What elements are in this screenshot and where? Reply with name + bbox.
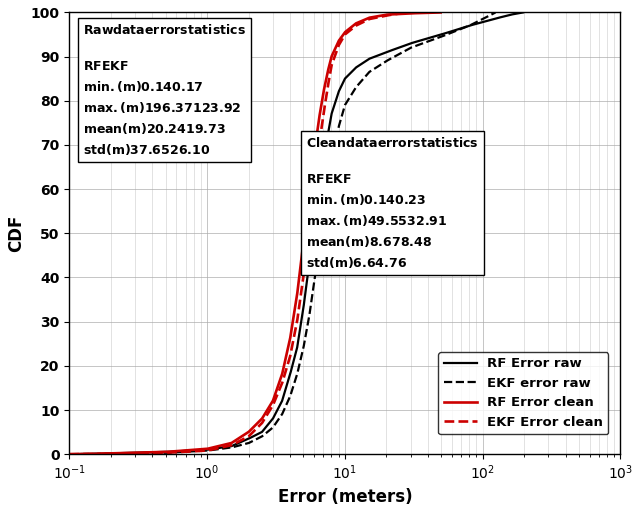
EKF error raw — [321, 202, 329, 208]
X-axis label: Error (meters): Error (meters) — [278, 488, 412, 506]
RF Error raw — [337, 83, 345, 89]
EKF error raw — [416, 42, 424, 48]
EKF error raw — [383, 57, 391, 64]
EKF error raw — [228, 444, 236, 450]
RF Error raw — [239, 438, 246, 444]
RF Error clean — [436, 9, 444, 15]
RF Error clean — [288, 324, 296, 330]
RF Error clean — [307, 177, 315, 184]
EKF Error clean — [198, 448, 205, 454]
Legend: RF Error raw, EKF error raw, RF Error clean, EKF Error clean: RF Error raw, EKF error raw, RF Error cl… — [438, 352, 609, 435]
Text: $\bf{Raw data error statistics}$

$\bf{          RF     EKF}$
$\bf{min. (m)  0.1: $\bf{Raw data error statistics}$ $\bf{ R… — [83, 24, 246, 157]
RF Error raw — [438, 31, 446, 37]
EKF Error clean — [129, 450, 136, 457]
EKF Error clean — [412, 9, 420, 15]
EKF error raw — [143, 450, 150, 456]
EKF error raw — [342, 100, 350, 106]
RF Error raw — [360, 59, 368, 65]
RF Error clean — [371, 14, 378, 20]
RF Error clean — [342, 28, 350, 34]
RF Error clean — [65, 451, 73, 457]
RF Error raw — [148, 449, 156, 456]
Text: $\bf{Clean data error statistics}$

$\bf{         RF    EKF}$
$\bf{min. (m) 0.14: $\bf{Clean data error statistics}$ $\bf{… — [307, 136, 479, 270]
RF Error clean — [207, 445, 215, 451]
EKF Error clean — [291, 330, 299, 336]
Line: RF Error clean: RF Error clean — [69, 12, 440, 454]
RF Error raw — [519, 9, 527, 15]
RF Error raw — [404, 41, 412, 47]
EKF Error clean — [324, 82, 332, 88]
RF Error raw — [65, 451, 73, 457]
Line: RF Error raw: RF Error raw — [69, 12, 523, 454]
Y-axis label: CDF: CDF — [7, 214, 25, 252]
EKF error raw — [65, 451, 73, 457]
RF Error clean — [133, 449, 141, 456]
EKF Error clean — [65, 451, 73, 457]
Line: EKF Error clean: EKF Error clean — [69, 12, 416, 454]
EKF Error clean — [351, 24, 358, 30]
EKF Error clean — [273, 392, 281, 398]
EKF error raw — [492, 9, 499, 15]
Line: EKF error raw: EKF error raw — [69, 12, 495, 454]
